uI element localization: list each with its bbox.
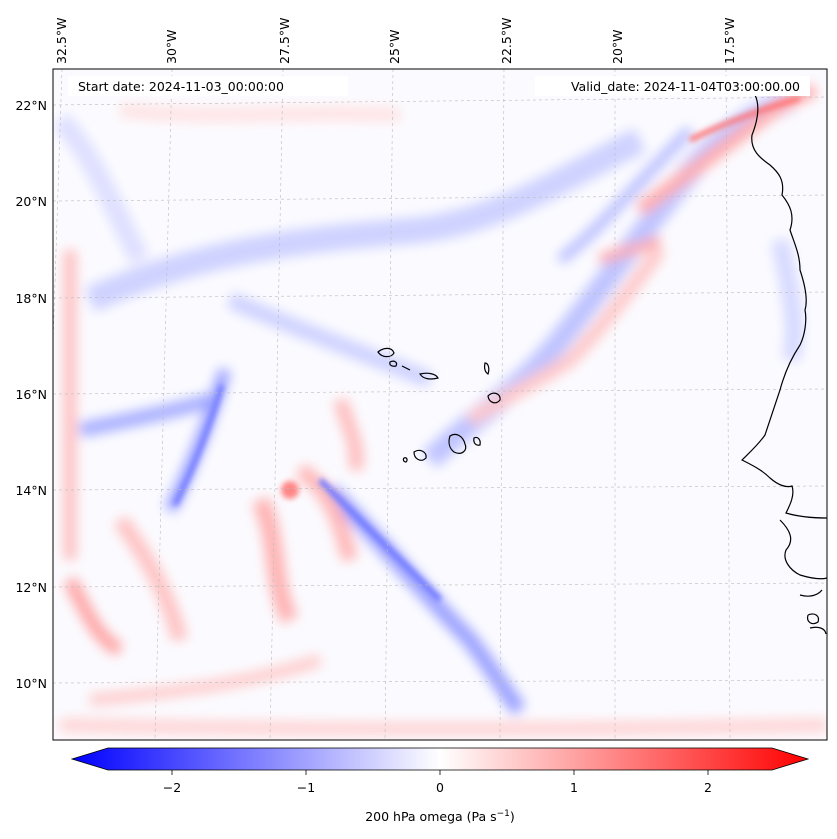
valid-date-label: Valid_date: 2024-11-04T03:00:00.00 bbox=[571, 79, 800, 94]
map-frame bbox=[52, 68, 828, 741]
start-date-box bbox=[68, 76, 348, 96]
longitude-labels: 32.5°W 30°W 27.5°W 25°W 22.5°W 20°W 17.5… bbox=[54, 18, 737, 64]
lat-label: 14°N bbox=[15, 483, 47, 498]
latitude-labels: 22°N 20°N 18°N 16°N 14°N 12°N 10°N bbox=[15, 98, 47, 691]
colorbar-tick-label: 1 bbox=[570, 780, 578, 795]
colorbar-label-text: 200 hPa omega (Pa s bbox=[365, 809, 496, 824]
lon-label: 25°W bbox=[387, 29, 402, 64]
colorbar-label-close: ) bbox=[510, 809, 515, 824]
lat-label: 18°N bbox=[15, 291, 47, 306]
lat-label: 10°N bbox=[15, 676, 47, 691]
lat-label: 22°N bbox=[15, 98, 47, 113]
lon-label: 22.5°W bbox=[499, 18, 514, 64]
coastlines bbox=[377, 94, 827, 635]
colorbar-tick-label: 2 bbox=[704, 780, 712, 795]
colorbar-body bbox=[70, 747, 810, 771]
colorbar-ticks bbox=[171, 770, 709, 775]
colorbar-label-exponent: −1 bbox=[497, 809, 510, 819]
lon-label: 20°W bbox=[610, 29, 625, 64]
lat-label: 20°N bbox=[15, 194, 47, 209]
start-date-label: Start date: 2024-11-03_00:00:00 bbox=[78, 79, 284, 94]
lat-label: 12°N bbox=[15, 580, 47, 595]
lon-label: 30°W bbox=[164, 29, 179, 64]
colorbar-tick-label: −2 bbox=[163, 780, 181, 795]
colorbar-tick-label: −1 bbox=[297, 780, 315, 795]
colorbar-label: 200 hPa omega (Pa s−1) bbox=[365, 809, 515, 824]
lon-label: 32.5°W bbox=[54, 18, 69, 64]
lon-label: 27.5°W bbox=[277, 18, 292, 64]
omega-field bbox=[53, 69, 827, 740]
lon-label: 17.5°W bbox=[722, 18, 737, 64]
gridlines bbox=[53, 69, 827, 740]
lat-label: 16°N bbox=[15, 387, 47, 402]
colorbar-tick-label: 0 bbox=[436, 780, 444, 795]
colorbar: −2 −1 0 1 2 200 hPa omega (Pa s−1) bbox=[70, 747, 810, 824]
valid-date-box bbox=[535, 76, 810, 96]
